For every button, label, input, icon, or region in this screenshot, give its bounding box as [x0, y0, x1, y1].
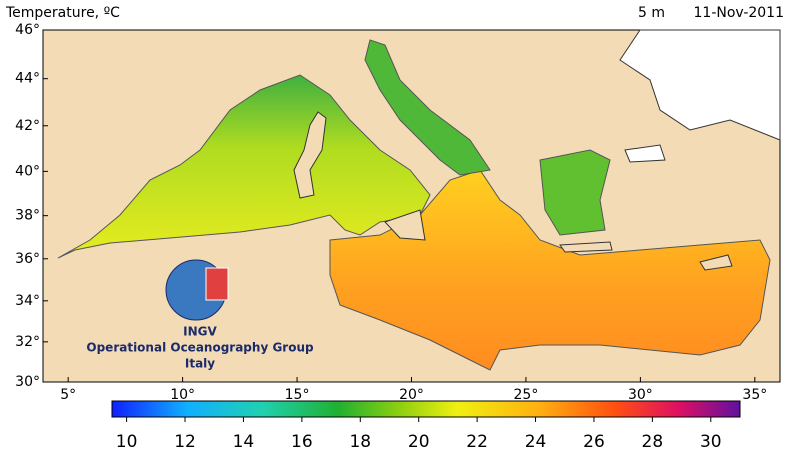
colorbar-tick-label: 14 — [233, 432, 255, 452]
lat-tick-label: 32° — [15, 334, 40, 350]
lon-tick-label: 5° — [60, 387, 76, 403]
lat-tick-label: 30° — [15, 374, 40, 390]
logo-squares — [205, 267, 229, 301]
aegean-sea — [539, 149, 611, 236]
lat-tick-label: 34° — [15, 293, 40, 309]
lon-tick-label: 15° — [285, 387, 310, 403]
lat-tick-label: 46° — [15, 22, 40, 38]
colorbar-tick-label: 28 — [642, 432, 664, 452]
depth: 5 m — [638, 5, 665, 21]
logo-name: INGV — [183, 325, 217, 339]
lon-tick-label: 30° — [628, 387, 653, 403]
map-area — [42, 29, 781, 383]
logo-country: Italy — [185, 357, 215, 371]
logo-group: Operational Oceanography Group — [86, 341, 314, 355]
colorbar-tick-label: 10 — [116, 432, 138, 452]
lon-tick-label: 25° — [514, 387, 539, 403]
adriatic-sea — [364, 39, 491, 176]
colorbar-tick-label: 16 — [291, 432, 313, 452]
title: Temperature, ºC — [5, 5, 120, 21]
lat-tick-label: 38° — [15, 208, 40, 224]
sicily — [384, 209, 426, 241]
colorbar-tick-label: 20 — [408, 432, 430, 452]
lat-tick-label: 36° — [15, 251, 40, 267]
colorbar-tick-label: 12 — [174, 432, 196, 452]
lon-tick-label: 10° — [170, 387, 195, 403]
colorbar-tick-label: 30 — [700, 432, 722, 452]
logo: INGV Operational Oceanography Group Ital… — [86, 259, 314, 371]
colorbar — [111, 400, 741, 418]
corsica-sardinia — [293, 111, 327, 199]
east-basin — [329, 169, 771, 371]
lat-tick-label: 40° — [15, 163, 40, 179]
west-basin — [57, 74, 431, 259]
colorbar-tick-label: 24 — [525, 432, 547, 452]
colorbar-tick-label: 18 — [349, 432, 371, 452]
black-sea — [619, 29, 781, 141]
lon-tick-label: 35° — [742, 387, 767, 403]
lat-tick-label: 42° — [15, 118, 40, 134]
colorbar-tick-label: 22 — [466, 432, 488, 452]
date: 11-Nov-2011 — [694, 5, 785, 21]
colorbar-tick-label: 26 — [583, 432, 605, 452]
crete — [559, 241, 613, 253]
lon-tick-label: 20° — [399, 387, 424, 403]
cyprus — [699, 254, 733, 271]
marmara-sea — [624, 144, 666, 163]
lat-tick-label: 44° — [15, 71, 40, 87]
